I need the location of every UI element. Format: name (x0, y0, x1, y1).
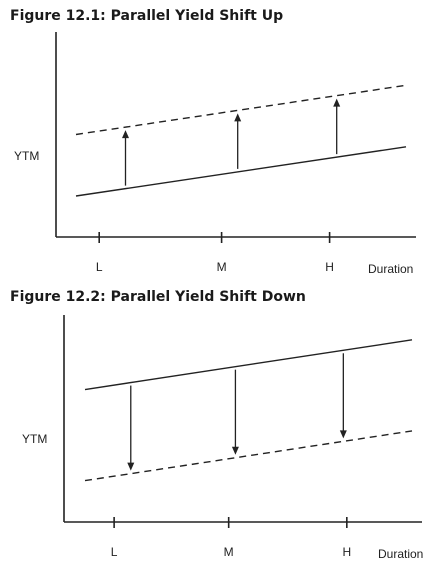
original-yield-curve (75, 146, 407, 197)
arrow-down-icon (231, 446, 239, 455)
arrow-down-icon (127, 462, 135, 471)
shifted-yield-curve (84, 430, 413, 482)
chart-plot: L M H YTM Duration (14, 32, 416, 276)
y-axis-label: YTM (14, 149, 39, 163)
figure-title: Figure 12.2: Parallel Yield Shift Down (10, 289, 306, 305)
original-yield-curve (84, 339, 413, 391)
arrow-up-icon (234, 113, 242, 122)
x-tick-label: H (342, 545, 351, 559)
x-tick-label: M (224, 545, 234, 559)
x-axis-label: Duration (378, 547, 423, 561)
chart-plot: L M H YTM Duration (22, 315, 423, 561)
x-tick-label: L (96, 260, 103, 274)
x-axis-label: Duration (368, 262, 413, 276)
figure-parallel-shift-down: Figure 12.2: Parallel Yield Shift Down L… (0, 281, 437, 563)
figure-parallel-shift-up: Figure 12.1: Parallel Yield Shift Up L M H… (0, 0, 437, 281)
x-tick-label: M (217, 260, 227, 274)
x-tick-label: H (325, 260, 334, 274)
arrow-up-icon (122, 130, 129, 139)
arrow-down-icon (339, 430, 347, 439)
figure-title: Figure 12.1: Parallel Yield Shift Up (10, 8, 284, 24)
shifted-yield-curve (75, 84, 407, 136)
x-tick-label: L (111, 545, 118, 559)
arrow-up-icon (333, 98, 341, 107)
y-axis-label: YTM (22, 432, 47, 446)
